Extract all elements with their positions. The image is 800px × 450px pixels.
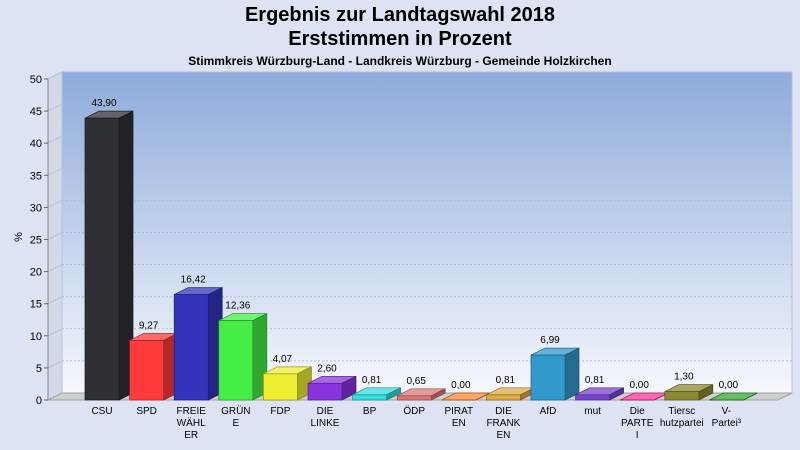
bar-front (664, 391, 700, 401)
category-label: PIRAT EN (444, 406, 473, 429)
value-label: 16,42 (181, 275, 206, 286)
value-label: 0,00 (451, 380, 471, 391)
bar (575, 387, 624, 401)
y-tick-label: 40 (30, 138, 42, 150)
bar-front (575, 394, 610, 401)
category-label: GRÜN E (221, 405, 250, 429)
gridline-side (47, 135, 63, 144)
y-tick-label: 45 (30, 106, 42, 118)
gridline-side (47, 296, 63, 305)
gridline-side (47, 264, 63, 273)
category-label: Tiersc hutzpartei (660, 406, 704, 429)
y-tick-label: 30 (30, 202, 42, 214)
y-axis: 0 5 10 15 20 25 30 35 40 45 50 (30, 74, 49, 407)
chart-subtitle: Erststimmen in Prozent (288, 28, 512, 50)
bar (709, 392, 758, 401)
category-label: SPD (136, 406, 157, 417)
value-label: 43,90 (91, 98, 116, 109)
gridline-side (47, 167, 63, 176)
value-label: 2,60 (317, 363, 337, 374)
value-label: 0,00 (629, 380, 649, 391)
bar (664, 384, 714, 401)
value-label: 9,27 (139, 320, 159, 331)
bar-front (129, 340, 164, 401)
value-label: 0,81 (496, 375, 516, 386)
bar-front (173, 294, 209, 401)
category-label: FREIE WÄHL ER (176, 406, 206, 441)
gridline-side (47, 328, 63, 337)
chart-title: Ergebnis zur Landtagswahl 2018 (244, 4, 556, 26)
chart-caption: Stimmkreis Würzburg-Land - Landkreis Wür… (188, 54, 612, 68)
y-tick-label: 10 (30, 331, 42, 343)
bar (307, 375, 357, 401)
value-label: 0,81 (585, 375, 605, 386)
category-label: CSU (91, 406, 112, 417)
bars (84, 110, 758, 401)
gridline-side (47, 103, 63, 112)
bar (352, 387, 401, 401)
value-label: 1,30 (674, 372, 694, 383)
value-label: 12,36 (225, 301, 250, 312)
y-tick-label: 0 (36, 395, 42, 407)
category-label: V-Partei³ (712, 406, 742, 429)
bar (173, 287, 223, 401)
y-axis-label: % (13, 232, 25, 242)
bar (129, 332, 178, 401)
category-label: FDP (270, 406, 290, 417)
category-label: AfD (540, 406, 557, 417)
gridline-side (47, 232, 63, 240)
y-tick-label: 5 (36, 363, 42, 375)
bar-front (486, 394, 521, 401)
value-label: 6,99 (540, 335, 560, 346)
category-label: BP (363, 406, 377, 417)
bar (84, 110, 134, 401)
category-labels: CSU SPD FREIE WÄHL ER GRÜN E FDP DIE LINKE BP ÖDP PI… (91, 405, 741, 441)
y-tick-label: 15 (30, 299, 42, 311)
category-label: DIE LINKE (311, 406, 340, 429)
gridline-side (47, 71, 63, 80)
bar-front (307, 382, 343, 401)
bar-side (564, 347, 580, 401)
value-label: 4,07 (273, 354, 293, 365)
bar-front (530, 354, 566, 401)
bar-front (352, 394, 387, 401)
y-tick-label: 35 (30, 170, 42, 182)
bar (263, 366, 312, 401)
category-label: DIE FRANK EN (486, 406, 520, 441)
value-labels: 43,90 9,27 16,42 12,36 4,07 2,60 0,81 0,65 0,00 0… (91, 98, 738, 391)
bar-front (263, 373, 298, 401)
category-label: mut (584, 406, 601, 417)
value-label: 0,00 (719, 380, 739, 391)
bar-front (218, 320, 254, 401)
y-tick-label: 20 (30, 267, 42, 279)
bar (530, 347, 580, 401)
bar (396, 388, 446, 401)
y-tick-label: 50 (30, 74, 42, 86)
gridline-side (47, 360, 63, 369)
gridline-side (47, 199, 63, 208)
value-label: 0,65 (406, 376, 426, 387)
category-label: ÖDP (403, 405, 425, 417)
bar-side (743, 392, 758, 401)
bar-front (84, 117, 120, 401)
bar (218, 313, 268, 401)
bar-front (396, 395, 432, 401)
y-tick-label: 25 (30, 235, 42, 247)
value-label: 0,81 (362, 375, 382, 386)
category-label: Die PARTE I (621, 406, 654, 441)
